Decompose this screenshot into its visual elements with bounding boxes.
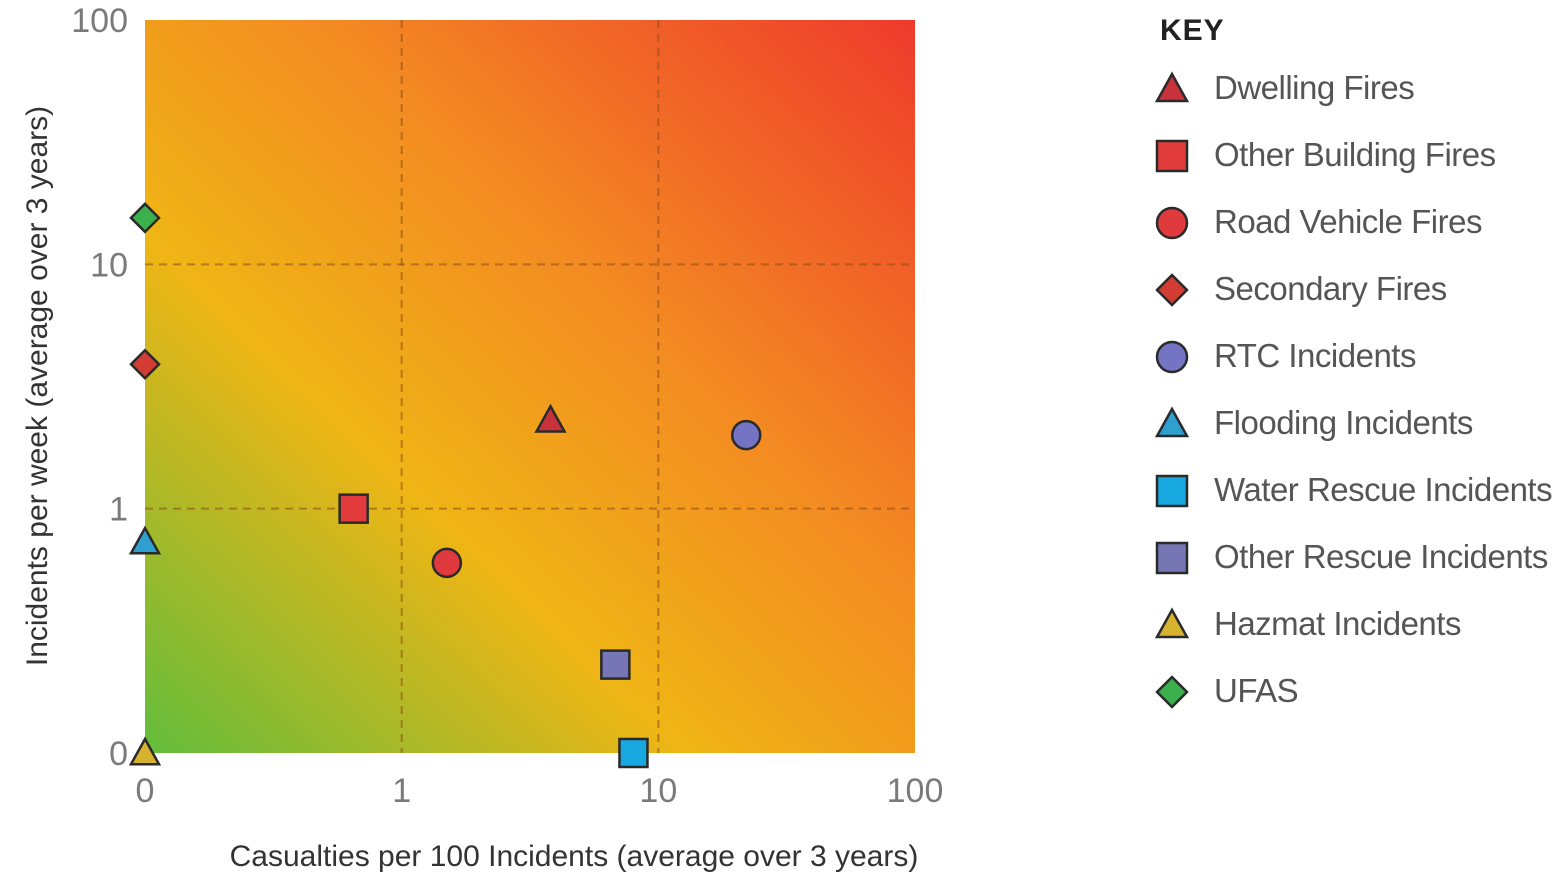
chart: 0 1 10 100 0 1 10 100 Casualties per 100 Incid… xyxy=(21,2,944,873)
y-tick-label: 100 xyxy=(71,2,128,40)
legend-marker xyxy=(1154,405,1190,437)
x-axis-label: Casualties per 100 Incidents (average ov… xyxy=(230,840,919,873)
point-other-building-fires xyxy=(338,493,369,524)
legend-label: RTC Incidents xyxy=(1214,336,1416,374)
triangle-marker-icon xyxy=(1154,70,1190,102)
x-tick-labels: 0 1 10 100 xyxy=(136,772,944,810)
legend-item: Water Rescue Incidents xyxy=(1152,456,1553,523)
point-hazmat-incidents xyxy=(128,736,162,766)
y-tick-label: 1 xyxy=(109,491,128,529)
point-other-rescue-incidents xyxy=(600,649,631,680)
legend-item: Road Vehicle Fires xyxy=(1152,188,1552,255)
x-tick-label: 10 xyxy=(639,772,677,810)
square-marker-icon xyxy=(1155,139,1189,172)
data-points xyxy=(128,202,762,769)
grid-lines xyxy=(145,20,915,753)
legend-label: Other Building Fires xyxy=(1214,135,1496,173)
point-dwelling-fires xyxy=(534,403,567,433)
square-marker-icon xyxy=(1155,541,1189,574)
legend-item: Secondary Fires xyxy=(1152,255,1552,322)
point-ufas xyxy=(129,202,161,234)
x-tick-label: 0 xyxy=(136,772,155,810)
legend-marker xyxy=(1155,541,1189,574)
legend-label: Dwelling Fires xyxy=(1214,68,1415,106)
legend-marker xyxy=(1154,70,1190,102)
y-axis-label: Incidents per week (average over 3 years… xyxy=(21,106,54,666)
point-rtc-incidents xyxy=(730,419,762,451)
circle-marker-icon xyxy=(1155,340,1189,373)
legend-label: Road Vehicle Fires xyxy=(1214,202,1482,240)
legend-item: Hazmat Incidents xyxy=(1152,590,1552,657)
legend-marker xyxy=(1155,340,1189,373)
legend-label: Flooding Incidents xyxy=(1214,403,1473,441)
square-marker-icon xyxy=(1155,474,1189,507)
legend-item: RTC Incidents xyxy=(1152,322,1552,389)
legend-item: Dwelling Fires xyxy=(1152,54,1552,121)
plot-area xyxy=(145,20,915,753)
legend-label: Water Rescue Incidents xyxy=(1214,470,1553,508)
legend-item: Other Rescue Incidents xyxy=(1152,523,1552,590)
diamond-marker-icon xyxy=(1155,674,1189,709)
triangle-marker-icon xyxy=(1154,405,1190,437)
point-secondary-fires xyxy=(129,348,161,381)
legend-marker xyxy=(1154,606,1190,638)
triangle-marker-icon xyxy=(1154,606,1190,638)
x-tick-label: 1 xyxy=(392,772,411,810)
legend-label: Secondary Fires xyxy=(1214,269,1447,307)
legend-items: Dwelling Fires Other Building Fires Road V… xyxy=(1152,54,1553,724)
legend-item: Other Building Fires xyxy=(1152,121,1552,188)
legend-label: UFAS xyxy=(1214,671,1299,709)
legend: KEY Dwelling Fires Other Building Fires Ro… xyxy=(1152,14,1553,724)
x-tick-label: 100 xyxy=(887,772,944,810)
legend-marker xyxy=(1155,474,1189,507)
legend-label: Other Rescue Incidents xyxy=(1214,537,1548,575)
legend-marker xyxy=(1155,206,1189,239)
legend-item: UFAS xyxy=(1152,657,1552,724)
y-tick-labels: 0 1 10 100 xyxy=(71,2,128,773)
point-water-rescue-incidents xyxy=(618,737,649,769)
point-flooding-incidents xyxy=(128,525,162,555)
point-road-vehicle-fires xyxy=(431,547,463,579)
legend-marker xyxy=(1155,139,1189,172)
legend-item: Flooding Incidents xyxy=(1152,389,1552,456)
legend-label: Hazmat Incidents xyxy=(1214,604,1461,642)
y-tick-label: 0 xyxy=(109,735,128,773)
y-tick-label: 10 xyxy=(90,246,128,284)
circle-marker-icon xyxy=(1155,206,1189,239)
legend-title: KEY xyxy=(1160,14,1225,47)
legend-marker xyxy=(1155,272,1189,307)
legend-marker xyxy=(1155,674,1189,709)
diamond-marker-icon xyxy=(1155,272,1189,307)
